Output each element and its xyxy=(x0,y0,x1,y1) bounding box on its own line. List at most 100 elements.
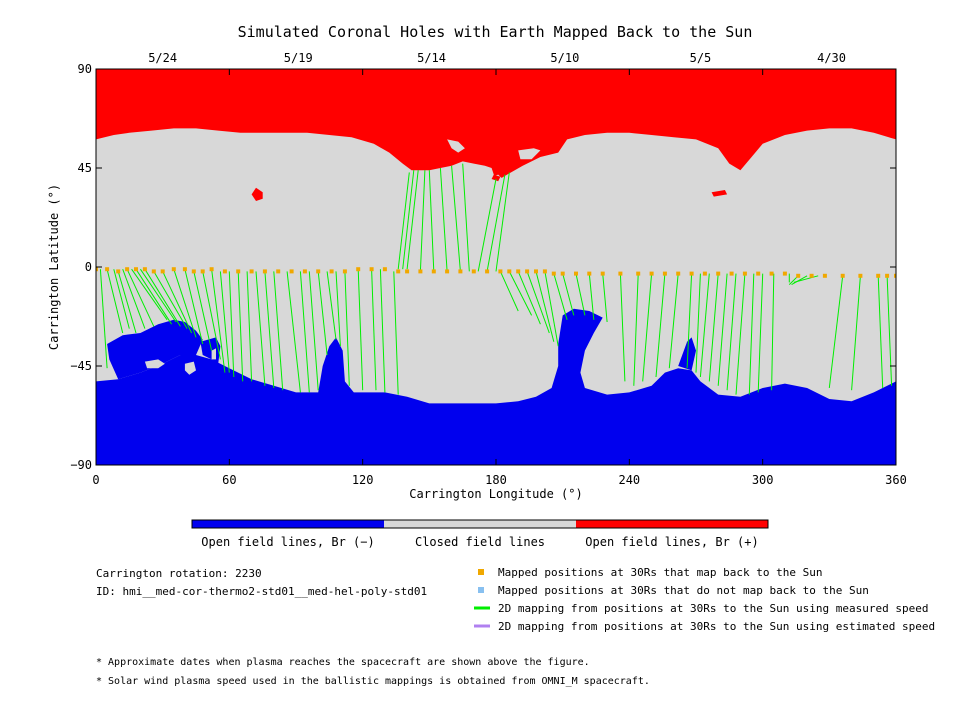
closed-field-island xyxy=(144,359,165,369)
mapped-point xyxy=(894,273,896,278)
mapped-point xyxy=(689,271,694,276)
mapping-line xyxy=(851,275,861,391)
mapped-point xyxy=(769,271,774,276)
mapping-line xyxy=(402,170,415,270)
mapped-point xyxy=(105,267,110,272)
mapped-point xyxy=(796,273,801,278)
mapped-point xyxy=(236,269,241,274)
mapping-line xyxy=(439,167,448,272)
positive-open-field-island xyxy=(711,190,728,197)
mapped-point xyxy=(618,271,623,276)
x-tick-label: 180 xyxy=(485,473,507,487)
mapped-point xyxy=(116,269,121,274)
mapping-line xyxy=(153,271,188,329)
coronal-hole-map xyxy=(96,69,896,465)
colorbar-label: Closed field lines xyxy=(415,535,545,549)
mapping-line xyxy=(717,273,728,386)
legend: Mapped positions at 30Rs that map back t… xyxy=(474,566,935,633)
mapping-line xyxy=(202,271,221,360)
mapping-line xyxy=(726,273,737,391)
mapped-point xyxy=(431,269,436,274)
x-tick-label: 120 xyxy=(352,473,374,487)
mapping-line xyxy=(144,268,181,327)
mapped-point xyxy=(516,269,521,274)
footnotes: * Approximate dates when plasma reaches … xyxy=(96,657,650,687)
mapping-line xyxy=(877,275,884,389)
mapping-line xyxy=(397,172,410,270)
mapped-point xyxy=(329,269,334,274)
top-date-label: 5/14 xyxy=(417,51,446,65)
closed-field-island xyxy=(447,139,465,153)
x-tick-label: 300 xyxy=(752,473,774,487)
mapped-point xyxy=(729,271,734,276)
mapped-point xyxy=(356,267,361,272)
mapping-line xyxy=(517,271,541,325)
mapping-line xyxy=(428,170,435,272)
mapped-point xyxy=(396,269,401,274)
mapping-line xyxy=(264,271,275,389)
x-axis-label: Carrington Longitude (°) xyxy=(409,487,582,501)
mapping-line xyxy=(544,271,559,347)
legend-label: 2D mapping from positions at 30Rs to the… xyxy=(498,602,928,615)
mapped-point xyxy=(756,271,761,276)
mapped-point xyxy=(171,267,176,272)
y-axis-label: Carrington Latitude (°) xyxy=(47,184,61,350)
mapping-line xyxy=(695,273,701,373)
positive-open-field-island xyxy=(491,174,501,182)
mapped-point xyxy=(574,271,578,276)
mapped-point xyxy=(809,273,814,278)
mapped-point xyxy=(342,269,347,274)
mapping-line xyxy=(219,271,230,373)
mapping-line xyxy=(237,271,244,382)
mapping-line xyxy=(299,271,310,393)
x-tick-label: 0 xyxy=(92,473,99,487)
mapping-line xyxy=(173,269,197,338)
mapping-line xyxy=(184,269,204,345)
mapped-point xyxy=(587,271,592,276)
mapping-line xyxy=(499,271,519,312)
y-tick-label: 0 xyxy=(85,260,92,274)
mapped-point xyxy=(858,273,863,278)
mapping-line xyxy=(131,268,168,321)
mapping-line xyxy=(393,271,399,395)
mapped-point xyxy=(471,269,476,274)
top-date-label: 5/24 xyxy=(148,51,177,65)
mapped-point xyxy=(369,267,374,272)
mapped-point xyxy=(876,273,881,278)
mapping-line xyxy=(535,271,555,342)
mapped-point xyxy=(316,269,321,274)
mapping-line xyxy=(419,170,426,272)
mapping-line xyxy=(655,273,666,378)
mapping-line xyxy=(668,273,679,369)
positive-open-field-region xyxy=(96,69,896,182)
negative-open-field-region xyxy=(96,308,896,465)
mapping-line xyxy=(699,273,710,378)
mapped-point xyxy=(182,267,187,272)
chart-title: Simulated Coronal Holes with Earth Mappe… xyxy=(238,23,753,41)
mapped-point xyxy=(507,269,512,274)
mapping-line xyxy=(508,271,533,316)
mapped-point xyxy=(262,269,267,274)
mapping-line xyxy=(379,269,386,393)
mapping-line xyxy=(793,275,819,283)
mapped-point xyxy=(560,271,565,276)
footnote: * Approximate dates when plasma reaches … xyxy=(96,657,590,668)
mapped-point xyxy=(134,267,138,272)
closed-field-island xyxy=(211,348,216,360)
footnote: * Solar wind plasma speed used in the ba… xyxy=(96,676,650,687)
mapped-point xyxy=(382,267,387,272)
mapping-line xyxy=(308,271,319,391)
legend-marker xyxy=(478,569,484,575)
mapped-point xyxy=(209,267,214,272)
mapping-line xyxy=(526,271,550,334)
mapping-line xyxy=(344,271,350,386)
mapped-point xyxy=(636,271,641,276)
colorbar-frame xyxy=(191,519,769,529)
mapped-point xyxy=(418,269,423,274)
mapping-line xyxy=(135,268,173,325)
mapping-line xyxy=(162,271,193,334)
legend-label: 2D mapping from positions at 30Rs to the… xyxy=(498,620,935,633)
colorbar-segment xyxy=(384,520,576,528)
mapping-line xyxy=(633,273,639,386)
mapping-line xyxy=(99,269,108,369)
